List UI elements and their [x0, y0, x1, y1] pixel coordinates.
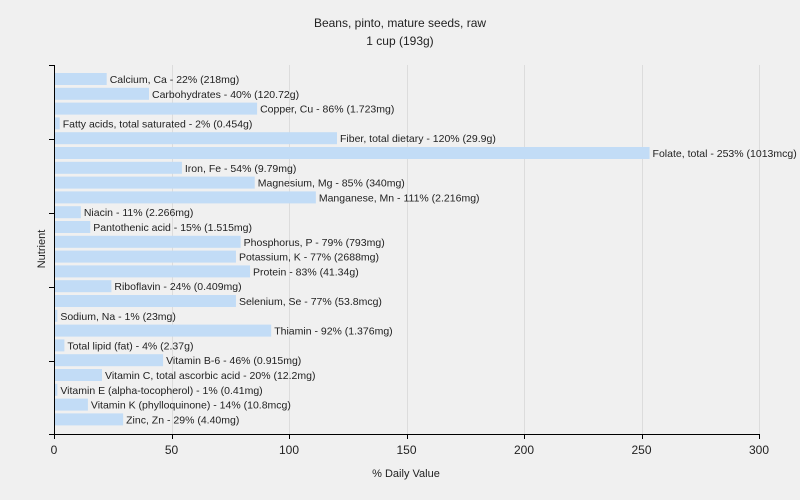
- x-tick-label: 300: [749, 443, 769, 457]
- axes: [54, 65, 759, 435]
- bar: [55, 383, 58, 396]
- bar-label: Zinc, Zn - 29% (4.40mg): [126, 414, 239, 426]
- bar: [55, 413, 124, 426]
- chart-subtitle: 1 cup (193g): [366, 34, 433, 48]
- bar: [55, 250, 236, 263]
- bar: [55, 102, 258, 115]
- x-tick-label: 200: [514, 443, 534, 457]
- bar: [55, 354, 164, 367]
- bar-label: Niacin - 11% (2.266mg): [84, 207, 194, 219]
- bar-label: Fiber, total dietary - 120% (29.9g): [340, 133, 496, 145]
- x-tick-label: 150: [396, 443, 416, 457]
- bar: [55, 73, 107, 85]
- bar-label: Copper, Cu - 86% (1.723mg): [260, 104, 394, 116]
- x-tick-label: 100: [279, 443, 299, 457]
- x-tick-label: 0: [51, 443, 58, 457]
- bar: [55, 324, 272, 337]
- bar: [55, 221, 91, 233]
- bar-label: Vitamin B-6 - 46% (0.915mg): [166, 355, 301, 367]
- bar-label: Iron, Fe - 54% (9.79mg): [185, 163, 296, 175]
- bar-label: Carbohydrates - 40% (120.72g): [152, 89, 299, 101]
- bar-label: Vitamin C, total ascorbic acid - 20% (12…: [105, 370, 315, 382]
- bar: [55, 398, 88, 411]
- bar-label: Vitamin E (alpha-tocopherol) - 1% (0.41m…: [60, 385, 262, 397]
- bar: [55, 132, 337, 145]
- bar: [55, 369, 102, 381]
- bar: [55, 206, 81, 219]
- bar-label: Potassium, K - 77% (2688mg): [239, 252, 379, 264]
- x-tick-label: 250: [631, 443, 651, 457]
- bar: [55, 235, 241, 248]
- bar-label: Thiamin - 92% (1.376mg): [274, 326, 392, 338]
- bar-label: Sodium, Na - 1% (23mg): [60, 311, 176, 323]
- bar: [55, 265, 251, 278]
- bar: [55, 191, 316, 204]
- chart-title: Beans, pinto, mature seeds, raw: [314, 16, 486, 30]
- grid-lines: [172, 65, 760, 434]
- x-axis-label: % Daily Value: [372, 468, 440, 480]
- bar-label: Protein - 83% (41.34g): [253, 266, 359, 278]
- bar-label: Selenium, Se - 77% (53.8mcg): [239, 296, 382, 308]
- bar-label: Calcium, Ca - 22% (218mg): [110, 74, 240, 86]
- bar: [55, 117, 60, 130]
- bar-label: Riboflavin - 24% (0.409mg): [114, 281, 241, 293]
- bar: [55, 280, 112, 293]
- bar: [55, 147, 650, 159]
- y-axis-label: Nutrient: [36, 230, 48, 269]
- bar: [55, 161, 182, 174]
- x-tick-label: 50: [165, 443, 179, 457]
- bar-label: Total lipid (fat) - 4% (2.37g): [67, 340, 193, 352]
- bar-label: Fatty acids, total saturated - 2% (0.454…: [63, 118, 253, 130]
- bar-label: Pantothenic acid - 15% (1.515mg): [93, 222, 252, 234]
- bar-label: Folate, total - 253% (1013mcg): [653, 148, 797, 160]
- bar-label: Vitamin K (phylloquinone) - 14% (10.8mcg…: [91, 400, 291, 412]
- bar-label: Phosphorus, P - 79% (793mg): [244, 237, 385, 249]
- bar: [55, 309, 58, 322]
- bar-label: Magnesium, Mg - 85% (340mg): [258, 178, 405, 190]
- bar-label: Manganese, Mn - 111% (2.216mg): [319, 192, 480, 204]
- bar: [55, 339, 65, 352]
- bar: [55, 295, 236, 307]
- bar: [55, 87, 149, 100]
- bars: Calcium, Ca - 22% (218mg) Carbohydrates -…: [55, 73, 797, 426]
- x-ticks: 0 50 100 150 200 250 300: [49, 65, 769, 457]
- bar: [55, 176, 255, 189]
